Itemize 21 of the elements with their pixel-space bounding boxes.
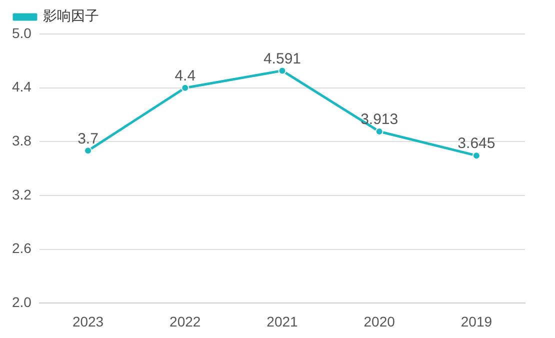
x-tick-label: 2022 bbox=[170, 313, 201, 330]
x-tick-label: 2023 bbox=[72, 313, 104, 330]
y-tick-label: 3.8 bbox=[12, 132, 32, 149]
y-tick-label: 2.0 bbox=[12, 294, 32, 310]
data-label: 4.4 bbox=[174, 67, 196, 84]
y-tick-label: 5.0 bbox=[12, 24, 32, 41]
x-tick-label: 2019 bbox=[460, 313, 492, 330]
x-tick-label: 2020 bbox=[364, 313, 396, 330]
data-label: 4.591 bbox=[263, 50, 302, 68]
point bbox=[278, 66, 286, 75]
data-label: 3.913 bbox=[360, 111, 398, 128]
data-label: 3.645 bbox=[458, 135, 496, 152]
point bbox=[84, 146, 92, 155]
legend-label: 影响因子 bbox=[43, 8, 99, 25]
y-tick-label: 2.6 bbox=[12, 240, 32, 256]
y-tick-label: 3.2 bbox=[12, 186, 32, 202]
x-tick-label: 2021 bbox=[266, 313, 298, 330]
y-tick-label: 4.4 bbox=[12, 78, 32, 95]
point bbox=[472, 152, 480, 160]
point bbox=[181, 84, 190, 92]
data-label: 3.7 bbox=[78, 130, 98, 148]
